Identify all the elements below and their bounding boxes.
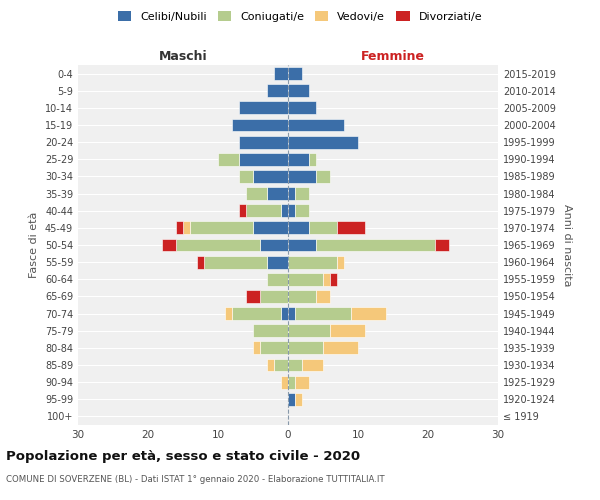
Bar <box>260 290 288 303</box>
Bar <box>197 256 204 268</box>
Bar <box>288 204 295 217</box>
Bar <box>190 222 253 234</box>
Bar <box>288 358 302 372</box>
Bar <box>288 118 344 132</box>
Bar <box>295 307 351 320</box>
Bar <box>267 256 288 268</box>
Bar <box>267 187 288 200</box>
Bar <box>239 170 253 183</box>
Bar <box>183 222 190 234</box>
Text: COMUNE DI SOVERZENE (BL) - Dati ISTAT 1° gennaio 2020 - Elaborazione TUTTITALIA.: COMUNE DI SOVERZENE (BL) - Dati ISTAT 1°… <box>6 475 385 484</box>
Bar <box>295 393 302 406</box>
Bar <box>288 256 337 268</box>
Bar <box>232 118 288 132</box>
Bar <box>337 256 344 268</box>
Bar <box>204 256 267 268</box>
Bar <box>281 307 288 320</box>
Bar <box>288 222 309 234</box>
Bar <box>288 84 309 97</box>
Bar <box>288 307 295 320</box>
Bar <box>288 273 323 285</box>
Y-axis label: Fasce di età: Fasce di età <box>29 212 39 278</box>
Bar <box>295 204 309 217</box>
Bar <box>288 136 358 148</box>
Bar <box>288 238 316 252</box>
Bar <box>176 238 260 252</box>
Bar <box>225 307 232 320</box>
Bar <box>288 342 323 354</box>
Bar <box>267 358 274 372</box>
Bar <box>281 204 288 217</box>
Bar <box>253 324 288 337</box>
Bar <box>323 342 358 354</box>
Bar <box>246 187 267 200</box>
Bar <box>323 273 330 285</box>
Bar <box>316 238 435 252</box>
Bar <box>274 358 288 372</box>
Bar <box>351 307 386 320</box>
Bar <box>288 324 330 337</box>
Bar <box>288 290 316 303</box>
Bar <box>218 153 239 166</box>
Bar <box>288 187 295 200</box>
Bar <box>239 136 288 148</box>
Bar <box>435 238 449 252</box>
Bar <box>267 84 288 97</box>
Text: Popolazione per età, sesso e stato civile - 2020: Popolazione per età, sesso e stato civil… <box>6 450 360 463</box>
Bar <box>295 187 309 200</box>
Text: Femmine: Femmine <box>361 50 425 62</box>
Bar <box>288 170 316 183</box>
Bar <box>162 238 176 252</box>
Bar <box>253 170 288 183</box>
Bar <box>316 170 330 183</box>
Bar <box>309 222 337 234</box>
Legend: Celibi/Nubili, Coniugati/e, Vedovi/e, Divorziati/e: Celibi/Nubili, Coniugati/e, Vedovi/e, Di… <box>112 6 488 28</box>
Bar <box>316 290 330 303</box>
Bar <box>288 102 316 114</box>
Bar <box>267 273 288 285</box>
Bar <box>176 222 183 234</box>
Y-axis label: Anni di nascita: Anni di nascita <box>562 204 572 286</box>
Bar <box>260 238 288 252</box>
Bar <box>260 342 288 354</box>
Bar <box>337 222 365 234</box>
Bar <box>330 273 337 285</box>
Bar <box>232 307 281 320</box>
Bar <box>295 376 309 388</box>
Bar <box>288 376 295 388</box>
Bar <box>239 204 246 217</box>
Bar <box>302 358 323 372</box>
Bar <box>246 290 260 303</box>
Bar <box>246 204 281 217</box>
Bar <box>288 393 295 406</box>
Bar <box>288 153 309 166</box>
Bar <box>330 324 365 337</box>
Bar <box>239 153 288 166</box>
Bar <box>253 222 288 234</box>
Bar <box>281 376 288 388</box>
Text: Maschi: Maschi <box>158 50 208 62</box>
Bar <box>309 153 316 166</box>
Bar <box>288 67 302 80</box>
Bar <box>274 67 288 80</box>
Bar <box>253 342 260 354</box>
Bar <box>239 102 288 114</box>
